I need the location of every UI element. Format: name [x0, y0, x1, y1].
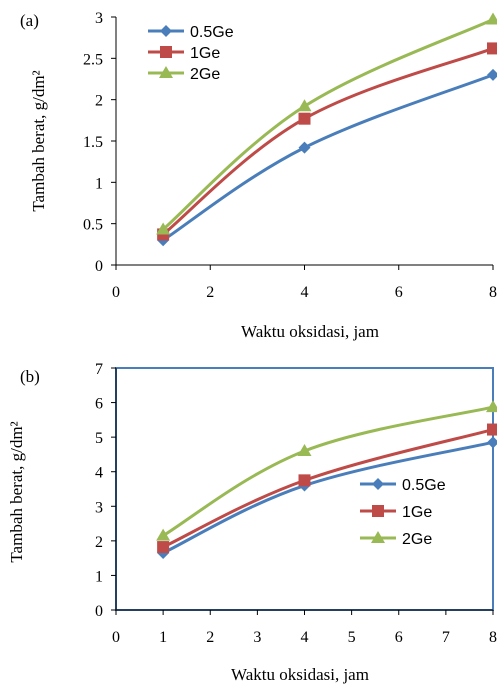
series-line-0.5Ge [162, 440, 494, 555]
x-tick-label: 1 [159, 629, 167, 646]
y-tick-label: 1.5 [83, 134, 103, 151]
legend-label-0.5Ge: 0.5Ge [402, 477, 446, 494]
x-tick-label: 4 [301, 284, 309, 301]
x-tick-label: 2 [206, 284, 214, 301]
y-tick-label: 5 [95, 430, 103, 447]
y-tick-label: 1 [95, 568, 103, 585]
legend-marker-0.5Ge [160, 25, 172, 37]
x-tick-label: 0 [112, 629, 120, 646]
series-line-0.5Ge [162, 73, 494, 242]
x-tick-label: 8 [489, 629, 497, 646]
data-point-0.5Ge [487, 68, 497, 81]
data-point-2Ge [297, 99, 312, 112]
legend-label-2Ge: 2Ge [402, 531, 432, 548]
x-tick-label: 2 [206, 629, 214, 646]
y-tick-label: 3 [95, 10, 103, 27]
data-point-0.5Ge [298, 141, 311, 154]
x-tick-label: 6 [395, 629, 403, 646]
data-point-2Ge [486, 12, 497, 25]
legend-label-1Ge: 1Ge [190, 45, 220, 62]
data-point-2Ge [486, 400, 497, 413]
chart-panel-b: (b) Waktu oksidasi, jam Tambah berat, g/… [7, 361, 497, 684]
y-tick-label: 3 [95, 499, 103, 516]
panel-label-a: (a) [20, 11, 39, 30]
x-tick-label: 5 [348, 629, 356, 646]
panel-label-b: (b) [20, 367, 40, 386]
legend-marker-1Ge [372, 505, 384, 517]
data-point-2Ge [156, 528, 171, 541]
legend-marker-2Ge [371, 531, 385, 543]
y-axis-title-a: Tambah berat, g/dm² [29, 70, 48, 211]
data-point-1Ge [298, 474, 311, 487]
x-axis-title-b: Waktu oksidasi, jam [231, 665, 369, 684]
data-point-1Ge [487, 42, 497, 55]
y-tick-label: 2 [95, 93, 103, 110]
legend-label-2Ge: 2Ge [190, 66, 220, 83]
y-tick-label: 0 [95, 258, 103, 275]
legend-marker-0.5Ge [372, 478, 384, 490]
y-tick-label: 7 [95, 361, 103, 378]
x-tick-label: 7 [442, 629, 450, 646]
data-point-1Ge [298, 112, 311, 125]
data-point-2Ge [156, 222, 171, 235]
x-tick-label: 4 [301, 629, 309, 646]
x-axis-title-a: Waktu oksidasi, jam [241, 322, 379, 341]
data-point-1Ge [487, 423, 497, 436]
legend-marker-1Ge [160, 46, 172, 58]
y-axis-title-b: Tambah berat, g/dm² [7, 421, 26, 562]
legend-marker-2Ge [159, 66, 173, 78]
y-tick-label: 6 [95, 396, 103, 413]
chart-panel-a: (a) Waktu oksidasi, jam Tambah berat, g/… [20, 10, 497, 341]
x-tick-label: 0 [112, 284, 120, 301]
data-point-2Ge [297, 443, 312, 456]
legend-label-0.5Ge: 0.5Ge [190, 24, 234, 41]
y-tick-label: 2.5 [83, 51, 103, 68]
y-tick-label: 0 [95, 603, 103, 620]
y-tick-label: 4 [95, 465, 103, 482]
y-tick-label: 0.5 [83, 217, 103, 234]
legend-label-1Ge: 1Ge [402, 504, 432, 521]
x-tick-label: 8 [489, 284, 497, 301]
x-tick-label: 3 [253, 629, 261, 646]
data-point-0.5Ge [487, 436, 497, 449]
y-tick-label: 1 [95, 175, 103, 192]
y-tick-label: 2 [95, 534, 103, 551]
data-point-1Ge [157, 541, 170, 554]
x-tick-label: 6 [395, 284, 403, 301]
